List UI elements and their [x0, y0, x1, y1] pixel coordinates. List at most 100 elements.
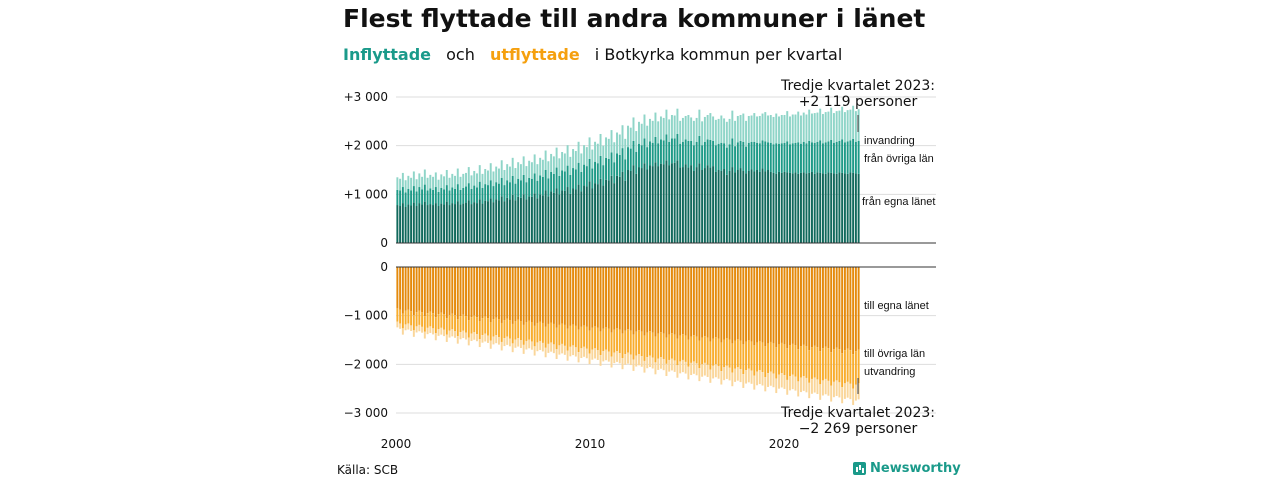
bar-inflow-other-county: [767, 142, 769, 170]
y-tick-label-top: 0: [380, 236, 388, 250]
bar-inflow-other-county: [552, 173, 555, 193]
bar-outflow-own-county: [638, 267, 640, 331]
bar-inflow-abroad: [797, 111, 800, 143]
bar-outflow-other-county: [412, 315, 415, 331]
bar-outflow-abroad: [679, 361, 682, 374]
bar-inflow-other-county: [602, 165, 605, 186]
bar-outflow-abroad: [725, 365, 728, 379]
bar-outflow-own-county: [396, 267, 399, 309]
bar-inflow-abroad: [415, 179, 418, 192]
bar-outflow-abroad: [451, 329, 454, 337]
bar-inflow-abroad: [456, 168, 459, 185]
bar-inflow-abroad: [555, 147, 558, 168]
bar-outflow-own-county: [528, 267, 531, 321]
bar-outflow-own-county: [426, 267, 429, 314]
bar-inflow-other-county: [802, 141, 805, 173]
bar-outflow-other-county: [714, 337, 717, 365]
bar-outflow-own-county: [522, 267, 525, 325]
bar-inflow-abroad: [841, 106, 844, 140]
bar-outflow-abroad: [448, 330, 451, 338]
bar-outflow-own-county: [404, 267, 407, 311]
bar-outflow-own-county: [769, 267, 772, 342]
bar-outflow-other-county: [569, 325, 572, 347]
bar-inflow-own-county: [533, 193, 536, 243]
bar-inflow-other-county: [838, 140, 841, 173]
bar-outflow-own-county: [624, 267, 627, 331]
bar-outflow-other-county: [454, 315, 457, 332]
bar-outflow-other-county: [511, 323, 514, 344]
subtitle-inflyttade: Inflyttade: [343, 45, 432, 64]
bar-inflow-abroad: [739, 115, 742, 141]
bar-inflow-own-county: [448, 205, 451, 243]
bar-inflow-abroad: [610, 130, 613, 153]
bar-outflow-abroad: [750, 370, 753, 384]
bar-inflow-abroad: [563, 153, 566, 172]
bar-inflow-abroad: [794, 114, 797, 143]
bar-inflow-own-county: [445, 201, 448, 243]
bar-outflow-own-county: [657, 267, 660, 334]
bar-inflow-abroad: [525, 166, 528, 183]
bar-outflow-own-county: [511, 267, 514, 324]
bar-outflow-abroad: [418, 324, 421, 332]
bar-outflow-other-county: [690, 336, 693, 363]
bar-inflow-abroad: [665, 109, 668, 135]
bar-inflow-own-county: [399, 206, 402, 243]
bar-outflow-other-county: [692, 335, 695, 362]
bar-outflow-abroad: [767, 373, 769, 387]
bar-outflow-abroad: [484, 333, 487, 342]
bar-inflow-own-county: [756, 170, 759, 243]
bar-outflow-own-county: [459, 267, 462, 317]
bar-outflow-abroad: [544, 347, 547, 358]
bar-outflow-abroad: [432, 328, 435, 335]
bar-outflow-own-county: [423, 267, 426, 317]
bar-outflow-other-county: [613, 329, 616, 353]
bar-inflow-other-county: [585, 166, 588, 187]
bar-outflow-other-county: [791, 343, 794, 375]
bar-inflow-abroad: [492, 171, 495, 187]
bar-outflow-own-county: [621, 267, 624, 334]
bar-outflow-own-county: [712, 267, 715, 339]
bar-inflow-own-county: [786, 172, 789, 243]
bar-outflow-abroad: [500, 341, 503, 351]
bar-inflow-own-county: [827, 172, 830, 243]
bar-inflow-abroad: [852, 105, 855, 139]
bar-outflow-abroad: [695, 363, 698, 376]
bar-inflow-own-county: [632, 165, 635, 243]
bar-outflow-own-county: [583, 267, 586, 326]
bar-outflow-other-county: [687, 339, 690, 367]
bar-outflow-other-county: [580, 326, 583, 349]
bar-outflow-abroad: [558, 345, 561, 355]
bar-inflow-own-county: [780, 172, 783, 243]
bar-inflow-own-county: [673, 162, 676, 243]
bar-inflow-other-county: [723, 143, 726, 170]
bar-inflow-abroad: [470, 175, 473, 189]
bar-outflow-abroad: [723, 367, 726, 381]
bar-inflow-abroad: [621, 125, 624, 149]
bar-inflow-own-county: [712, 166, 715, 243]
bar-outflow-own-county: [594, 267, 597, 327]
bar-inflow-own-county: [668, 165, 671, 243]
bar-inflow-own-county: [695, 167, 698, 243]
bar-outflow-abroad: [423, 331, 426, 339]
bar-inflow-own-county: [407, 204, 410, 243]
bar-inflow-own-county: [783, 171, 786, 243]
bar-inflow-own-county: [610, 175, 613, 243]
bar-inflow-abroad: [583, 145, 586, 165]
bar-outflow-other-county: [651, 332, 654, 358]
bar-outflow-other-county: [684, 335, 687, 362]
bar-inflow-other-county: [640, 145, 643, 169]
bar-inflow-other-county: [745, 146, 748, 174]
bar-inflow-other-county: [569, 174, 572, 194]
bar-inflow-own-county: [418, 203, 421, 243]
bar-outflow-abroad: [783, 375, 786, 389]
bar-inflow-other-county: [522, 174, 525, 195]
bar-inflow-other-county: [756, 142, 759, 170]
bar-outflow-own-county: [607, 267, 610, 329]
bar-outflow-other-county: [530, 321, 533, 342]
bar-outflow-other-county: [852, 354, 855, 389]
bar-inflow-abroad: [838, 110, 841, 141]
bar-inflow-own-county: [775, 173, 778, 243]
bar-outflow-other-county: [756, 342, 759, 372]
bar-outflow-abroad: [561, 343, 564, 354]
bar-outflow-own-county: [418, 267, 421, 311]
